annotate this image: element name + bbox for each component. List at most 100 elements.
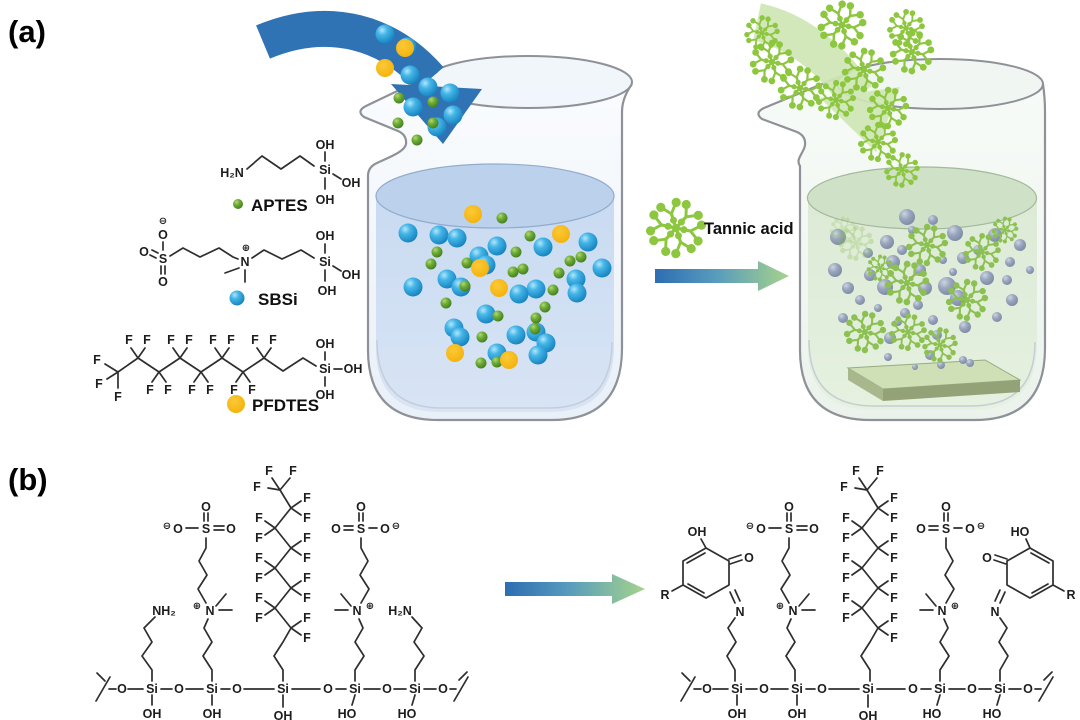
- green-particle: [539, 301, 551, 313]
- gray-particle: [1026, 266, 1034, 274]
- atom-f: F: [114, 390, 122, 404]
- atom-o: O: [139, 245, 149, 259]
- panel-b-label: (b): [8, 462, 48, 497]
- green-particle: [547, 284, 559, 296]
- blue-particle: [592, 258, 612, 278]
- structure-b-left: NH₂ H₂N: [95, 463, 469, 720]
- atom-f: F: [248, 383, 256, 397]
- gray-particle: [1005, 257, 1015, 267]
- gray-particle: [838, 313, 848, 323]
- gray-particle: [884, 353, 892, 361]
- atom-oh: OH: [318, 284, 337, 298]
- yellow-particle: [500, 351, 518, 369]
- aptes-label: APTES: [251, 196, 308, 215]
- green-particle: [524, 230, 536, 242]
- atom-h2n: H₂N: [220, 166, 244, 180]
- blue-particle: [403, 277, 423, 297]
- aminopropyl-chain: H₂N: [388, 604, 425, 682]
- blue-particle: [487, 236, 507, 256]
- plus-charge: ⊕: [242, 243, 250, 254]
- green-particle: [427, 96, 439, 108]
- green-particle: [517, 263, 529, 275]
- green-particle: [392, 117, 404, 129]
- atom-f: F: [230, 383, 238, 397]
- yellow-particle: [446, 344, 464, 362]
- blue-particle: [440, 83, 460, 103]
- blue-particle: [509, 284, 529, 304]
- atom-n: N: [735, 605, 744, 619]
- green-particle: [553, 267, 565, 279]
- pfdtes-label: PFDTES: [252, 396, 319, 415]
- left-beaker-particles: [398, 205, 612, 369]
- green-particle: [491, 356, 503, 368]
- substrate-slab: [846, 359, 1022, 401]
- pfdtes-structure: F F F F F F F F F F F F F F F F F Si OH …: [93, 333, 362, 415]
- blue-particle: [443, 105, 463, 125]
- atom-oh: OH: [316, 229, 335, 243]
- atom-f: F: [167, 333, 175, 347]
- blue-particle: [447, 228, 467, 248]
- gray-particle: [828, 263, 842, 277]
- green-particle: [475, 357, 487, 369]
- aminopropyl-chain: NH₂: [141, 604, 176, 682]
- blue-particle: [476, 304, 496, 324]
- gray-particle: [913, 300, 923, 310]
- green-particle: [393, 92, 405, 104]
- gray-particle: [959, 321, 971, 333]
- green-particle: [564, 255, 576, 267]
- atom-f: F: [269, 333, 277, 347]
- green-particle: [411, 134, 423, 146]
- yellow-particle: [490, 279, 508, 297]
- tannic-acid-label: Tannic acid: [704, 220, 794, 238]
- atom-oh: OH: [316, 138, 335, 152]
- blue-particle: [450, 327, 470, 347]
- sbsi-dot: [229, 290, 245, 306]
- green-particle: [440, 297, 452, 309]
- atom-r: R: [1066, 588, 1075, 602]
- gray-particle: [912, 364, 918, 370]
- gray-particle: [928, 315, 938, 325]
- gray-particle: [899, 209, 915, 225]
- green-particle: [510, 246, 522, 258]
- aptes-dot: [233, 199, 243, 209]
- blue-particle: [375, 24, 395, 44]
- atom-nh2: NH₂: [152, 604, 176, 618]
- blue-particle: [403, 97, 423, 117]
- green-arrow-head: [820, 87, 900, 152]
- atom-oh: OH: [316, 337, 335, 351]
- blue-particle: [437, 269, 457, 289]
- quinone-imine-chain: N HO O R: [982, 525, 1076, 682]
- green-particle: [529, 323, 541, 335]
- gray-particle: [874, 304, 882, 312]
- atom-f: F: [185, 333, 193, 347]
- gray-particle: [880, 235, 894, 249]
- atom-ho: HO: [1011, 525, 1030, 539]
- green-particle: [476, 331, 488, 343]
- panel-a-label: (a): [8, 14, 46, 49]
- atom-f: F: [206, 383, 214, 397]
- blue-particle: [398, 223, 418, 243]
- green-particle: [507, 266, 519, 278]
- quinone-imine-chain: N OH O R: [660, 525, 754, 682]
- atom-f: F: [95, 377, 103, 391]
- tannic-acid-callout: Tannic acid: [645, 197, 794, 291]
- atom-r: R: [660, 588, 669, 602]
- pfdtes-dot: [227, 395, 245, 413]
- atom-n: N: [240, 255, 249, 269]
- blue-particle: [578, 232, 598, 252]
- falling-precursor-particles: [375, 24, 463, 146]
- gray-particle: [855, 295, 865, 305]
- atom-oh: OH: [316, 388, 335, 402]
- reaction-arrow-a: [655, 261, 789, 291]
- tannic-acid-icon: [645, 197, 707, 260]
- yellow-particle: [552, 225, 570, 243]
- green-particle: [496, 212, 508, 224]
- green-particle: [427, 117, 439, 129]
- blue-particle: [400, 65, 420, 85]
- left-liquid-surface: [375, 163, 615, 229]
- blue-particle: [566, 269, 586, 289]
- blue-particle: [567, 283, 587, 303]
- gray-particle: [959, 356, 967, 364]
- atom-n: N: [990, 605, 999, 619]
- atom-s: S: [159, 252, 167, 266]
